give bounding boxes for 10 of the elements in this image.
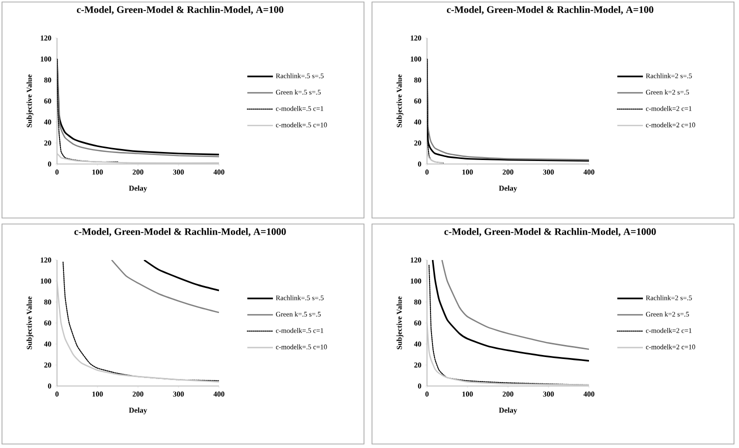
chart-title: c-Model, Green-Model & Rachlin-Model, A=100 bbox=[76, 6, 284, 14]
line-series bbox=[432, 260, 590, 362]
chart-title: c-Model, Green-Model & Rachlin-Model, A=100 bbox=[446, 6, 654, 14]
line-series bbox=[143, 260, 220, 292]
chart-title: c-Model, Green-Model & Rachlin-Model, A=1000 bbox=[444, 228, 656, 236]
line-series bbox=[57, 280, 220, 382]
line-series bbox=[111, 260, 220, 314]
line-series bbox=[427, 152, 444, 164]
chart-title: c-Model, Green-Model & Rachlin-Model, A=1000 bbox=[74, 228, 286, 236]
line-series bbox=[441, 260, 590, 350]
